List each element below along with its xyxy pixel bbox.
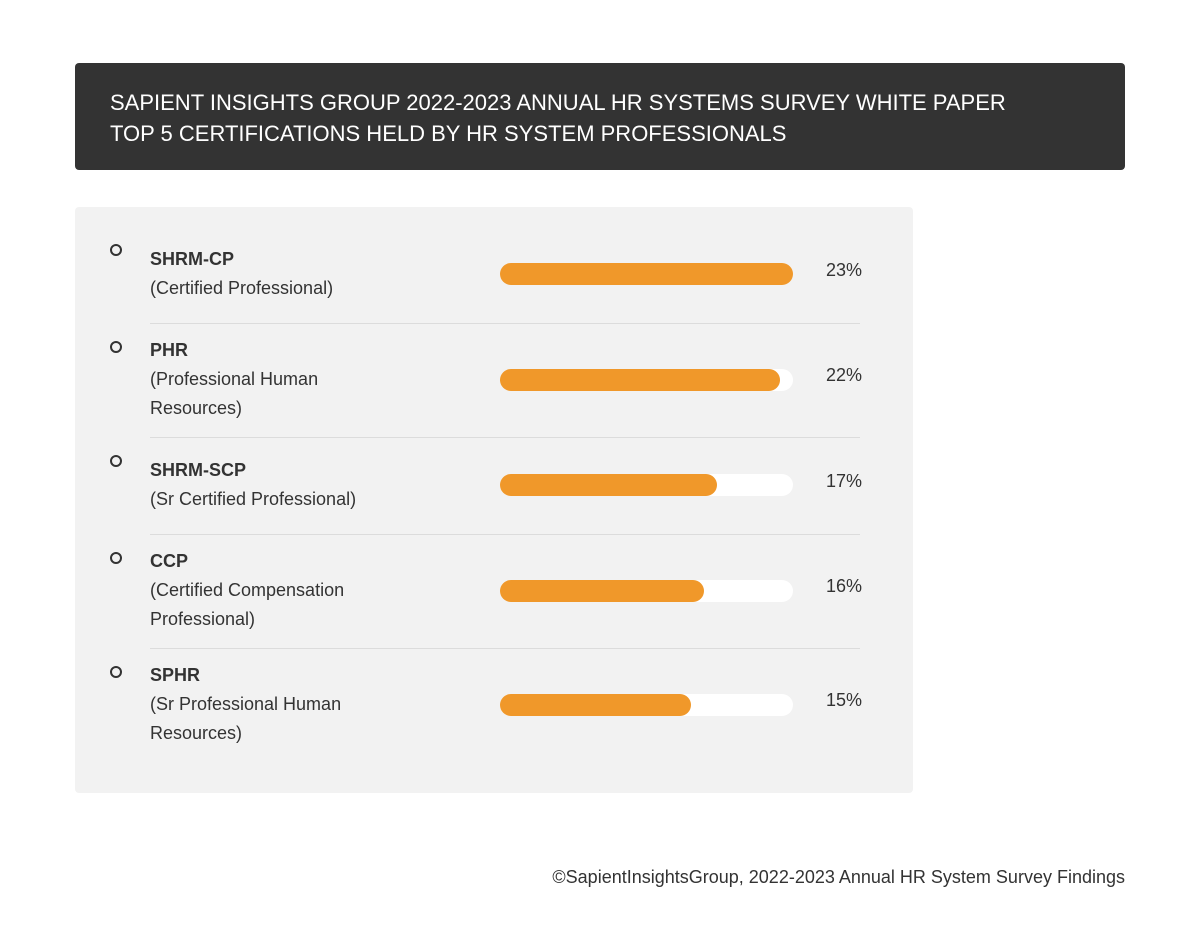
bar-track: [500, 579, 793, 602]
category-description: (Sr Certified Professional): [150, 489, 357, 509]
bullet: [110, 341, 122, 353]
bar-track: [500, 263, 793, 285]
category-description: (Sr Professional Human Resources): [150, 694, 342, 743]
category-description: (Certified Compensation Professional): [150, 580, 345, 629]
source-note: ©SapientInsightsGroup, 2022-2023 Annual …: [552, 867, 1125, 887]
bullet: [110, 455, 122, 467]
category-name: SHRM-SCP: [150, 460, 247, 480]
list-row: CCP (Certified Compensation Professional)…: [110, 535, 863, 649]
bar: [500, 474, 717, 496]
bar-track: [500, 693, 793, 716]
category-name: SHRM-CP: [150, 249, 234, 269]
bar: [500, 579, 704, 602]
chart-title: SAPIENT INSIGHTS GROUP 2022-2023 ANNUAL …: [110, 90, 1006, 115]
value-label: 16%: [826, 576, 863, 596]
row-label: PHR (Professional Human Resources): [150, 336, 420, 423]
bar-track: [500, 368, 793, 391]
header: SAPIENT INSIGHTS GROUP 2022-2023 ANNUAL …: [75, 63, 1125, 170]
row-label: SPHR (Sr Professional Human Resources): [150, 661, 420, 748]
bar: [500, 368, 781, 391]
bar: [500, 693, 692, 716]
row-label: SHRM-SCP (Sr Certified Professional): [150, 456, 420, 514]
bullet: [110, 552, 122, 564]
bar: [500, 263, 793, 285]
category-description: (Certified Professional): [150, 278, 334, 298]
list-row: SHRM-SCP (Sr Certified Professional) 17%: [110, 438, 863, 535]
category-name: PHR: [150, 340, 189, 360]
row-label: CCP (Certified Compensation Professional): [150, 547, 420, 634]
category-name: CCP: [150, 551, 189, 571]
row-label: SHRM-CP (Certified Professional): [150, 245, 420, 303]
list-row: SHRM-CP (Certified Professional) 23%: [110, 227, 863, 324]
category-description: (Professional Human Resources): [150, 369, 319, 418]
value-label: 15%: [826, 690, 863, 710]
value-label: 17%: [826, 470, 863, 491]
bullet: [110, 666, 122, 678]
value-label: 23%: [826, 259, 863, 280]
value-label: 22%: [826, 365, 863, 385]
chart-panel: SHRM-CP (Certified Professional) 23% PHR (Pr…: [75, 207, 913, 793]
bar-track: [500, 474, 793, 496]
chart-subtitle: TOP 5 CERTIFICATIONS HELD BY HR SYSTEM P…: [110, 121, 787, 146]
list-row: PHR (Professional Human Resources) 22%: [110, 324, 863, 438]
list-row: SPHR (Sr Professional Human Resources) 15%: [110, 649, 863, 762]
category-name: SPHR: [150, 665, 201, 685]
bullet: [110, 244, 122, 256]
